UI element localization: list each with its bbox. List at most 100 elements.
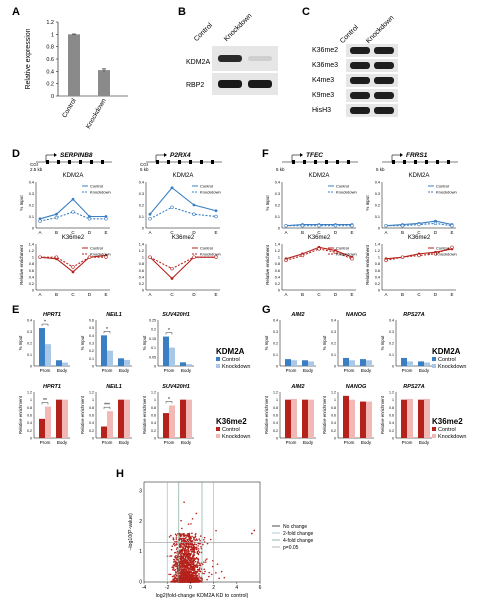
- point: [182, 552, 185, 555]
- point: [190, 540, 192, 542]
- point: [184, 548, 187, 550]
- y-tick-label: 1: [51, 32, 54, 38]
- blot-band: [350, 92, 370, 99]
- point: [192, 549, 195, 551]
- point-knockdown: [333, 223, 338, 228]
- point-knockdown: [87, 217, 92, 221]
- point: [178, 532, 181, 535]
- point: [174, 551, 176, 554]
- point: [187, 567, 190, 569]
- gene-name: TFEC: [306, 152, 323, 159]
- point: [180, 535, 183, 537]
- blot-c-band: [346, 104, 398, 117]
- y-tick-label: 0: [276, 437, 278, 441]
- point: [206, 558, 208, 560]
- y-tick-label: 0: [92, 365, 94, 369]
- x-tick-label: 4: [235, 585, 238, 591]
- point: [186, 566, 188, 568]
- bar-control: [101, 335, 107, 366]
- y-tick-label: 0.2: [29, 204, 34, 208]
- point: [189, 560, 192, 563]
- point: [186, 564, 189, 567]
- bar-control: [401, 399, 407, 438]
- exon: [90, 160, 93, 164]
- y-tick-label: 0.1: [139, 215, 144, 219]
- x-tick-label: Body: [57, 368, 68, 373]
- x-tick-label: Prom: [102, 368, 113, 373]
- legend-knockdown: Knockdown: [436, 252, 457, 257]
- subplot-title: KDM2A: [409, 173, 430, 179]
- legend-control: Control: [336, 184, 349, 189]
- point: [180, 576, 183, 579]
- point: [180, 554, 182, 557]
- point-knockdown: [384, 223, 388, 228]
- y-tick-label: 0.1: [89, 357, 94, 361]
- legend-title: KDM2A: [432, 347, 461, 356]
- point: [197, 562, 199, 564]
- bar-control: [56, 360, 62, 366]
- subplot-title: K36me2: [308, 235, 331, 241]
- point: [179, 561, 181, 564]
- y-tick-label: 0.2: [275, 282, 280, 286]
- point: [193, 566, 196, 569]
- x-tick-label: -2: [165, 585, 170, 591]
- y-tick-label: 1.2: [151, 391, 156, 395]
- point: [173, 569, 176, 572]
- site-label: E: [450, 230, 453, 235]
- y-axis-label: Relative expression: [25, 28, 32, 89]
- x-tick-label: Body: [419, 440, 430, 445]
- y-axis-label: −log10(P-value): [128, 513, 134, 551]
- y-tick-label: 0.3: [375, 192, 380, 196]
- y-tick-label: 0.2: [331, 342, 336, 346]
- point: [192, 572, 195, 574]
- bar-control: [360, 401, 366, 438]
- point: [180, 519, 182, 522]
- y-tick-label: 0.4: [46, 69, 54, 75]
- y-axis-label: % Input: [80, 335, 85, 350]
- scale-bar: 5 kb: [376, 167, 385, 172]
- point: [173, 575, 175, 578]
- y-tick-label: 1: [278, 256, 280, 260]
- bar-control: [101, 426, 107, 438]
- point: [203, 561, 205, 563]
- y-tick-label: 0.8: [139, 262, 144, 266]
- y-tick-label: 0.2: [29, 282, 34, 286]
- point-knockdown: [104, 217, 108, 221]
- y-tick-label: 0.4: [139, 181, 144, 185]
- point: [191, 581, 194, 583]
- point: [194, 565, 197, 567]
- x-tick-label: Control: [61, 97, 78, 119]
- scale-bar: 2.5 kb: [30, 167, 43, 172]
- sig-mark: *: [106, 327, 108, 333]
- gene-name: AIM2: [290, 384, 304, 390]
- site-label: B: [301, 292, 304, 297]
- site-label: D: [334, 292, 338, 297]
- point: [185, 560, 187, 562]
- point: [184, 571, 186, 573]
- point: [204, 570, 206, 573]
- blot-band: [374, 62, 394, 69]
- y-tick-label: 1.4: [275, 243, 280, 247]
- point: [175, 536, 178, 538]
- point: [193, 557, 196, 559]
- point: [175, 575, 177, 577]
- site-label: C: [317, 230, 321, 235]
- legend-swatch: [216, 357, 220, 361]
- legend-swatch: [216, 434, 220, 438]
- x-tick-label: Body: [181, 368, 192, 373]
- point-knockdown: [214, 255, 218, 259]
- point: [196, 570, 199, 573]
- sig-mark: *: [44, 320, 46, 326]
- point: [178, 581, 181, 583]
- point: [199, 535, 202, 537]
- point-knockdown: [433, 252, 438, 256]
- blot-c-band: [346, 59, 398, 72]
- point: [182, 574, 185, 576]
- y-tick-label: 0.3: [29, 192, 34, 196]
- site-label: C: [170, 292, 174, 297]
- point-control: [170, 277, 174, 280]
- y-tick-label: 2: [139, 519, 142, 525]
- tss-arrowhead: [54, 153, 57, 157]
- y-tick-label: 0.8: [27, 406, 32, 410]
- y-tick-label: 0.4: [151, 421, 156, 425]
